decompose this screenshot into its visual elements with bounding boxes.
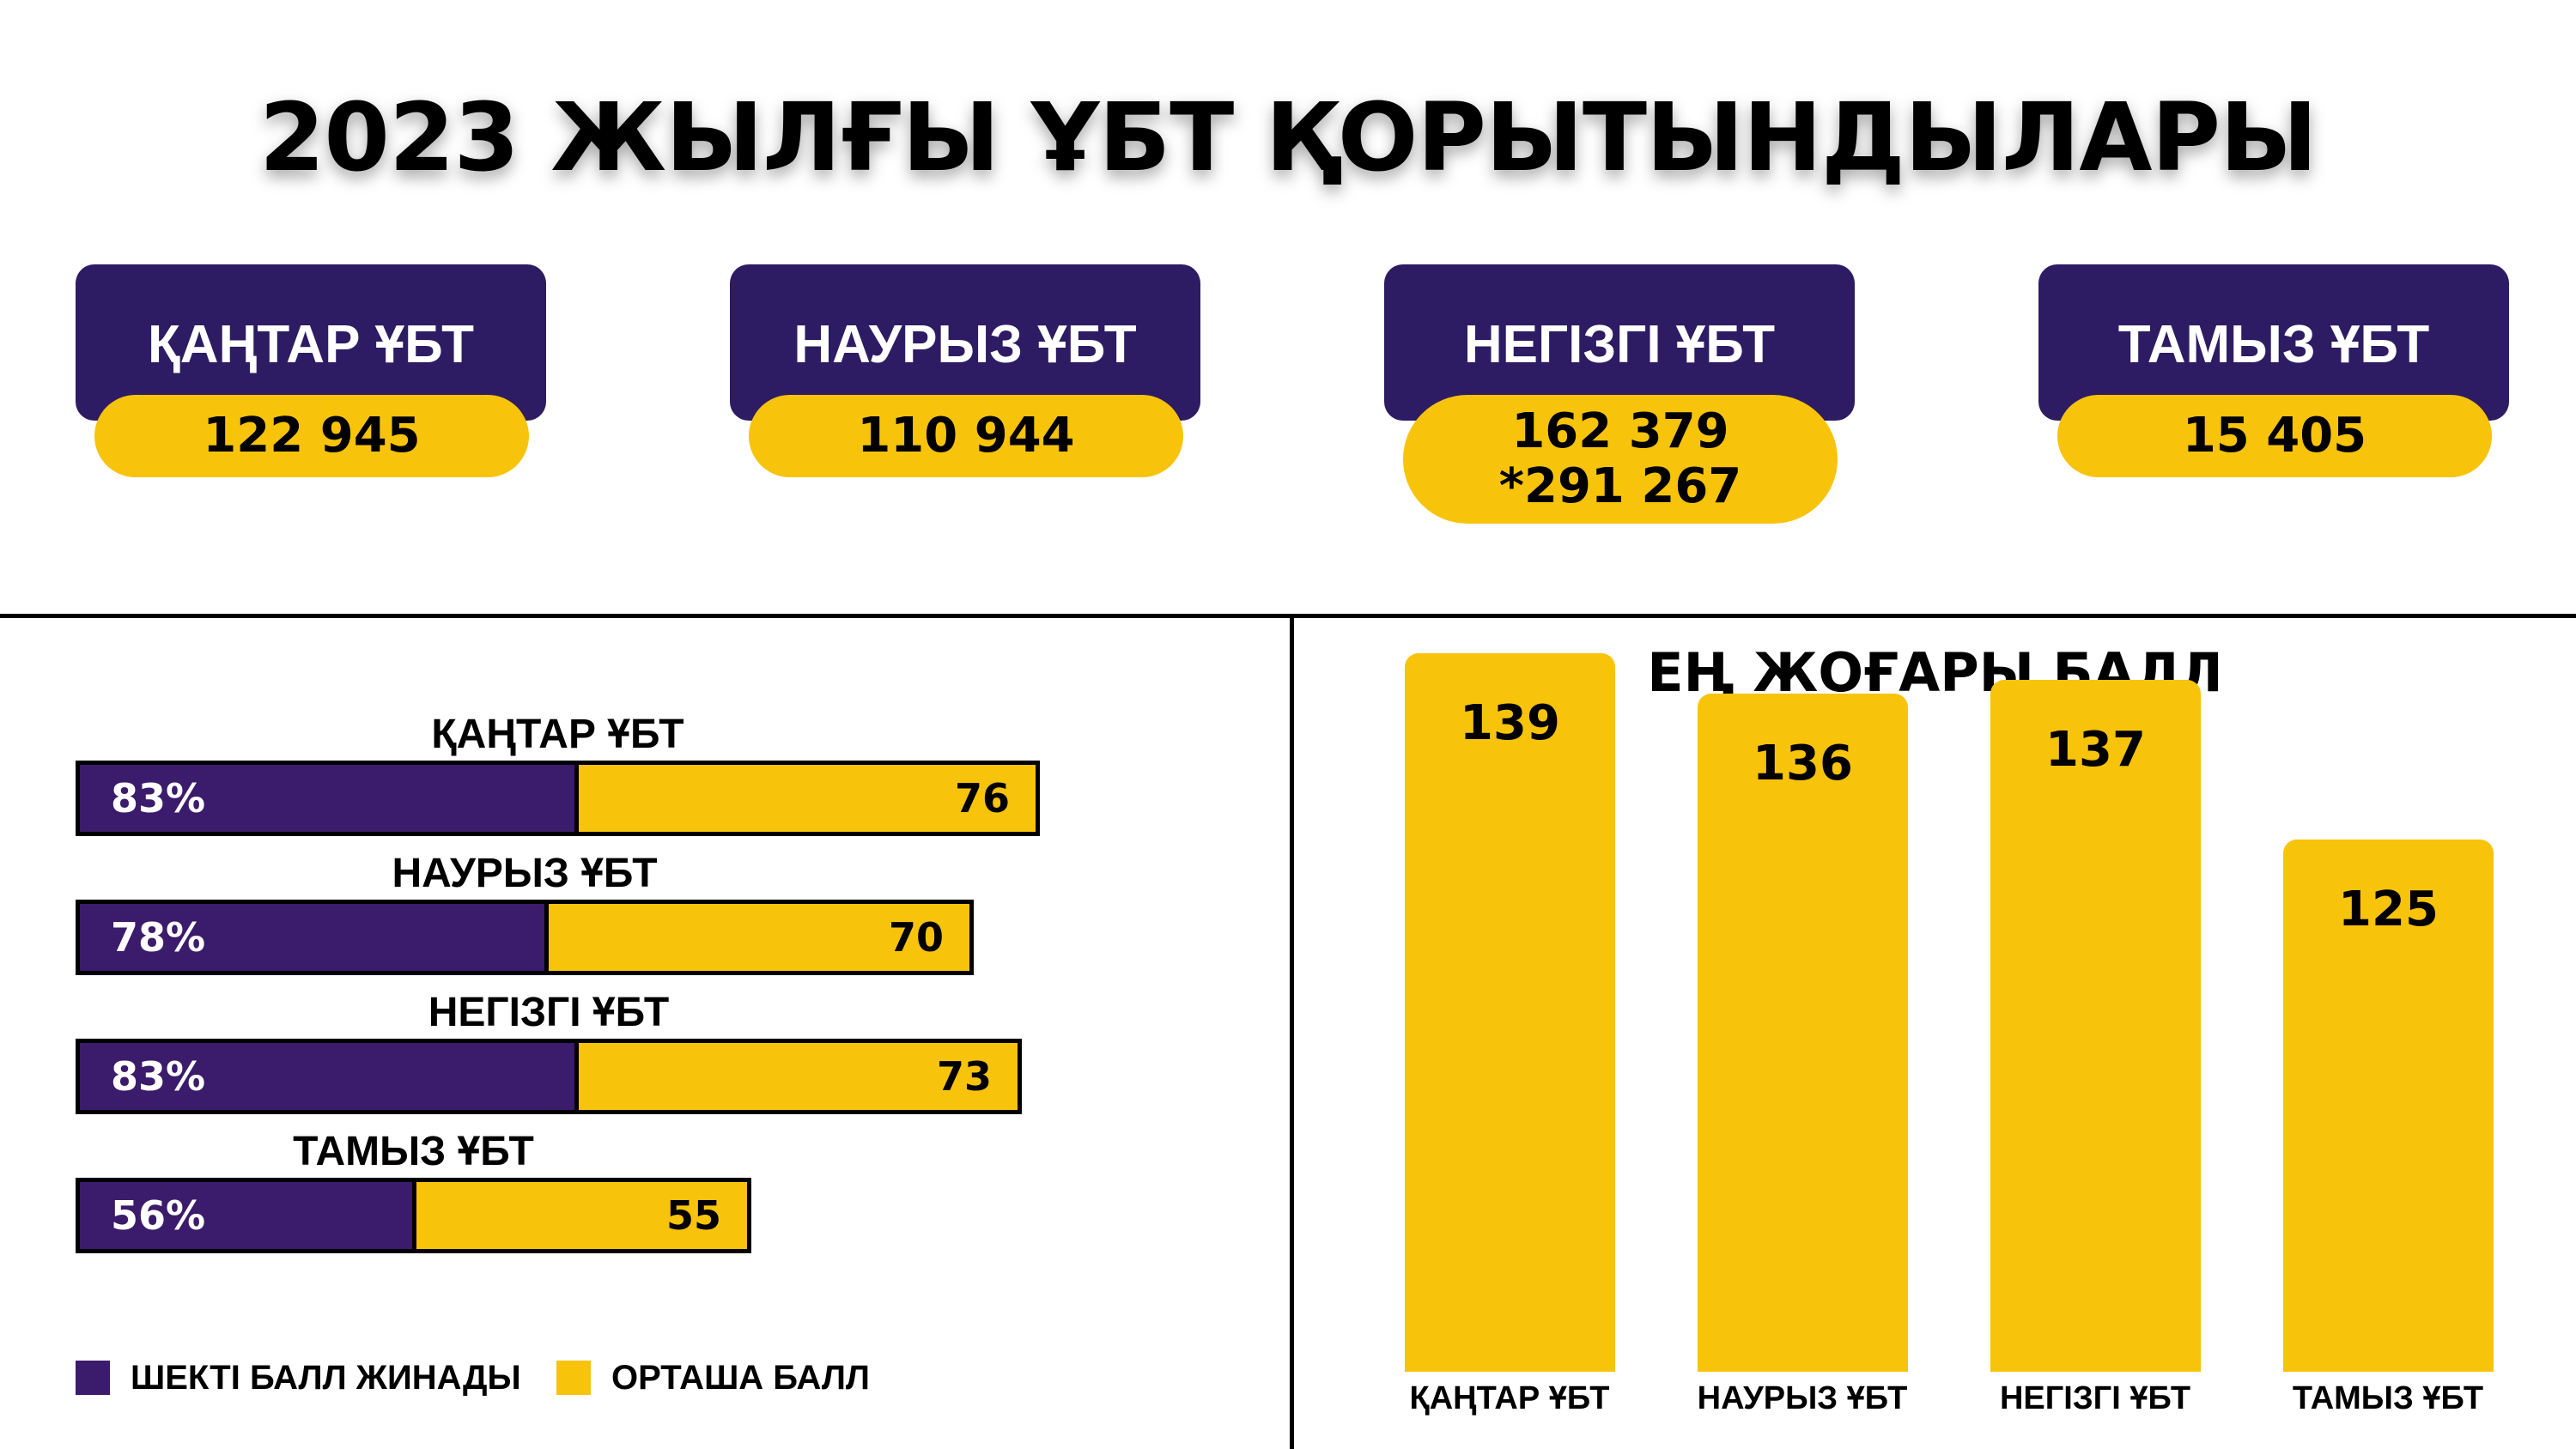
stacked-bar: 56% 55	[76, 1178, 751, 1253]
max-score-bar	[1698, 693, 1908, 1372]
max-score-category-label: ТАМЫЗ ҰБТ	[2292, 1380, 2484, 1416]
legend-swatch-yellow	[556, 1361, 591, 1395]
bar-segment-average: 76	[579, 765, 1036, 832]
card-header: ТАМЫЗ ҰБТ	[2038, 264, 2509, 421]
card-label: НАУРЫЗ ҰБТ	[793, 315, 1137, 374]
bar-segment-average: 70	[549, 904, 969, 971]
card-header: НЕГІЗГІ ҰБТ	[1384, 264, 1855, 421]
max-score-bar	[2283, 840, 2494, 1372]
horizontal-divider	[0, 614, 2576, 618]
max-score-category-label: НЕГІЗГІ ҰБТ	[1999, 1380, 2191, 1416]
legend-item-average: ОРТАША БАЛЛ	[556, 1359, 870, 1397]
card-header: ҚАҢТАР ҰБТ	[76, 264, 546, 421]
max-score-bar	[1990, 680, 2201, 1372]
card-value: 122 945	[203, 408, 421, 464]
card-value-pill: 15 405	[2057, 395, 2492, 477]
card-value: 15 405	[2182, 408, 2367, 464]
vertical-divider	[1290, 616, 1294, 1449]
bar-category-label: ТАМЫЗ ҰБТ	[293, 1129, 534, 1174]
max-score-value-label: 137	[2045, 722, 2146, 778]
card-label: ҚАҢТАР ҰБТ	[147, 315, 475, 374]
bar-segment-pass-rate: 83%	[80, 1043, 579, 1110]
stacked-bar: 83% 76	[76, 761, 1040, 836]
bar-segment-pass-rate: 83%	[80, 765, 579, 832]
max-score-value-label: 139	[1460, 695, 1560, 751]
card-label: ТАМЫЗ ҰБТ	[2117, 315, 2430, 374]
card-header: НАУРЫЗ ҰБТ	[730, 264, 1200, 421]
card-value: 110 944	[857, 408, 1075, 464]
bar-category-label: ҚАҢТАР ҰБТ	[431, 712, 684, 757]
page-title: 2023 ЖЫЛҒЫ ҰБТ ҚОРЫТЫНДЫЛАРЫ	[258, 82, 2318, 192]
max-score-category-label: НАУРЫЗ ҰБТ	[1697, 1380, 1908, 1416]
bar-category-label: НЕГІЗГІ ҰБТ	[428, 990, 670, 1035]
card-value-pill: 122 945	[94, 395, 529, 477]
max-score-category-label: ҚАҢТАР ҰБТ	[1409, 1380, 1610, 1416]
bar-segment-average: 73	[579, 1043, 1018, 1110]
stacked-bar: 78% 70	[76, 900, 974, 975]
bar-segment-pass-rate: 78%	[80, 904, 549, 971]
legend-item-passed: ШЕКТІ БАЛЛ ЖИНАДЫ	[76, 1359, 521, 1397]
legend-label: ОРТАША БАЛЛ	[611, 1359, 870, 1397]
card-value: 162 379	[1511, 403, 1729, 459]
legend-label: ШЕКТІ БАЛЛ ЖИНАДЫ	[131, 1359, 521, 1397]
bar-category-label: НАУРЫЗ ҰБТ	[392, 851, 658, 896]
legend-swatch-purple	[76, 1361, 110, 1395]
card-extra-value: *291 267	[1498, 458, 1742, 514]
card-value-pill: 110 944	[749, 395, 1183, 477]
max-score-value-label: 125	[2338, 882, 2439, 937]
max-score-value-label: 136	[1753, 735, 1853, 791]
bar-segment-pass-rate: 56%	[80, 1182, 416, 1249]
max-score-bar	[1405, 653, 1615, 1372]
stacked-bar: 83% 73	[76, 1039, 1022, 1114]
card-label: НЕГІЗГІ ҰБТ	[1463, 315, 1776, 374]
card-value-pill: 162 379 *291 267	[1403, 395, 1838, 524]
bar-segment-average: 55	[416, 1182, 747, 1249]
